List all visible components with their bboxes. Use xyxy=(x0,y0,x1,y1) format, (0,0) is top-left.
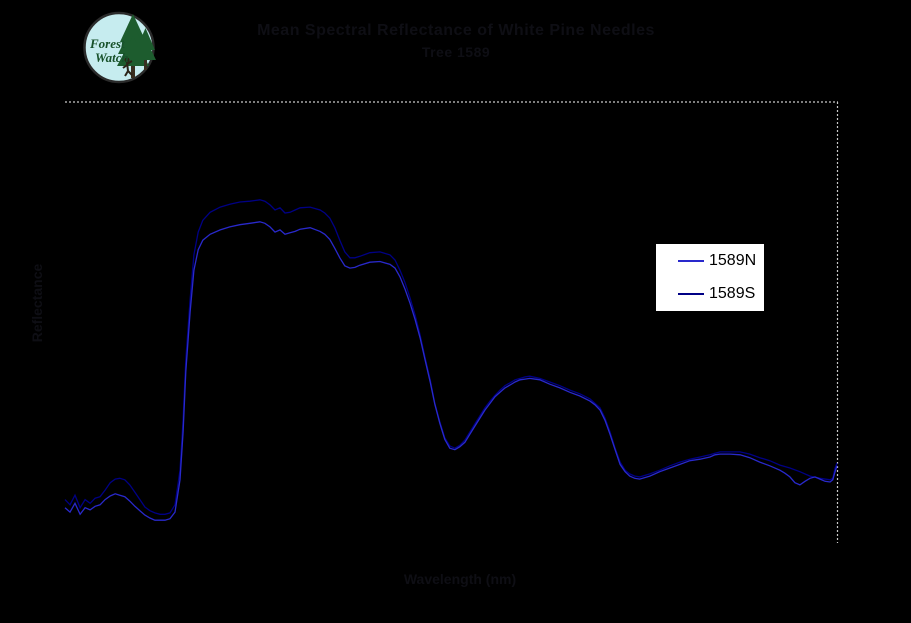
legend-line-swatch-1589S xyxy=(678,293,704,296)
logo-text-watch: Watch xyxy=(95,50,129,65)
tree-climber-icon xyxy=(122,57,133,77)
forest-watch-logo: Forest Watch xyxy=(83,11,156,84)
x-axis-label: Wavelength (nm) xyxy=(403,571,517,587)
legend-item-1589S: 1589S xyxy=(656,286,764,302)
curve-1589S xyxy=(64,199,838,515)
chart-subtitle: Tree 1589 xyxy=(421,44,491,60)
legend-label-1589S: 1589S xyxy=(709,285,756,303)
legend-label-1589N: 1589N xyxy=(709,251,757,269)
y-axis-label: Reflectance xyxy=(29,263,45,343)
reflectance-curves xyxy=(64,199,838,521)
legend: 1589N 1589S xyxy=(655,243,765,312)
curve-1589N xyxy=(64,221,838,521)
legend-item-1589N: 1589N xyxy=(656,251,764,269)
legend-line-swatch-1589N xyxy=(678,259,704,262)
chart-title: Mean Spectral Reflectance of White Pine … xyxy=(257,22,655,39)
logo-text-forest: Forest xyxy=(89,36,125,51)
